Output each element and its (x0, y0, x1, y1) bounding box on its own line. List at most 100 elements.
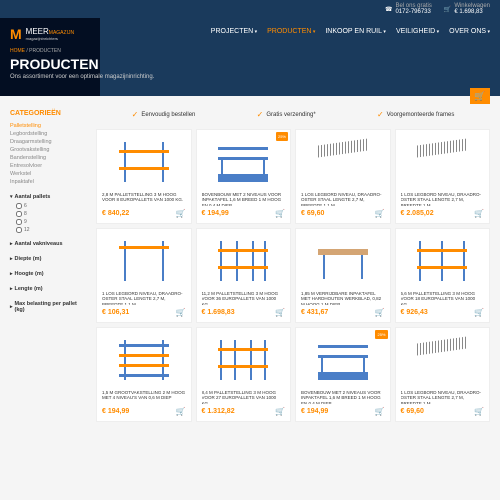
product-card[interactable]: 1 LOS LEGBORD NIVEAU, DRAADRO-OSTER STAA… (395, 129, 491, 224)
filter-toggle[interactable]: Diepte (m) (10, 254, 88, 264)
phone-block[interactable]: ☎ Bel ons gratis 0172-796733 (385, 3, 432, 15)
filter-toggle[interactable]: Aantal vakniveaus (10, 239, 88, 249)
add-to-cart-icon[interactable]: 🛒 (375, 407, 385, 416)
product-image (202, 135, 286, 189)
add-to-cart-icon[interactable]: 🛒 (275, 407, 285, 416)
nav-item[interactable]: PRODUCTEN (267, 28, 315, 35)
nav-item[interactable]: INKOOP EN RUIL (325, 28, 386, 35)
add-to-cart-icon[interactable]: 🛒 (474, 407, 484, 416)
add-to-cart-icon[interactable]: 🛒 (375, 308, 385, 317)
cart-block[interactable]: 🛒 Winkelwagen € 1.698,83 (444, 3, 490, 15)
cart-total: € 1.698,83 (454, 9, 490, 15)
filter-toggle[interactable]: Lengte (m) (10, 284, 88, 294)
product-image (102, 234, 186, 288)
add-to-cart-icon[interactable]: 🛒 (375, 209, 385, 218)
add-to-cart-icon[interactable]: 🛒 (176, 308, 186, 317)
check-icon: ✓ (132, 110, 139, 119)
product-card[interactable]: 25%BOVENBOUW MET 2 NIVEAUS VOOR INPAKTAF… (295, 327, 391, 422)
category-item[interactable]: Legbordstelling (10, 130, 88, 138)
product-card[interactable]: 1 LOS LEGBORD NIVEAU, DRAADRO-OSTER STAA… (395, 327, 491, 422)
content: ✓Eenvoudig bestellen✓Gratis verzending*✓… (96, 110, 490, 422)
product-image (202, 333, 286, 387)
product-card[interactable]: 11,2 M PALLETSTELLING 3 M HOOG VOOR 36 E… (196, 228, 292, 323)
product-card[interactable]: 8,4 M PALLETSTELLING 3 M HOOG VOOR 27 EU… (196, 327, 292, 422)
product-price: € 69,60 (401, 408, 424, 415)
product-card[interactable]: 5,6 M PALLETSTELLING 3 M HOOG VOOR 18 EU… (395, 228, 491, 323)
filter-option[interactable]: 6 (16, 202, 88, 210)
product-image (301, 234, 385, 288)
logo[interactable]: M MEERMAGAZIJN magazijninrichters (10, 26, 74, 42)
category-item[interactable]: Inpaktafel (10, 178, 88, 186)
filter-toggle[interactable]: Hoogte (m) (10, 269, 88, 279)
product-title: BOVENBOUW MET 2 NIVEAUS VOOR INPAKTAFEL … (202, 192, 286, 206)
filter-toggle[interactable]: Aantal pallets (10, 192, 88, 202)
product-price: € 1.698,83 (202, 309, 235, 316)
category-item[interactable]: Palletstelling (10, 122, 88, 130)
product-card[interactable]: 1,85 M VERRIJDBARE INPAKTAFEL MET HARDHO… (295, 228, 391, 323)
filters: Aantal pallets68912 Aantal vakniveaus Diep… (10, 192, 88, 315)
product-price: € 1.312,82 (202, 408, 235, 415)
product-title: 11,2 M PALLETSTELLING 3 M HOOG VOOR 36 E… (202, 291, 286, 305)
product-price: € 106,31 (102, 309, 129, 316)
product-title: 1 LOS LEGBORD NIVEAU, DRAADRO-OSTER STAA… (102, 291, 186, 305)
header: M MEERMAGAZIJN magazijninrichters PROJEC… (0, 18, 500, 96)
nav-item[interactable]: VEILIGHEID (396, 28, 439, 35)
breadcrumb-current: PRODUCTEN (29, 48, 61, 54)
cart-icon: 🛒 (474, 91, 485, 102)
add-to-cart-icon[interactable]: 🛒 (275, 308, 285, 317)
product-card[interactable]: 1 LOS LEGBORD NIVEAU, DRAADRO-OSTER STAA… (96, 228, 192, 323)
breadcrumb: HOME / PRODUCTEN (10, 48, 490, 54)
product-card[interactable]: 1,5 M GROOTVAKSTELLING 2 M HOOG MET 4 NI… (96, 327, 192, 422)
product-title: 8,4 M PALLETSTELLING 3 M HOOG VOOR 27 EU… (202, 390, 286, 404)
product-image (401, 333, 485, 387)
check-icon: ✓ (377, 110, 384, 119)
topbar: ☎ Bel ons gratis 0172-796733 🛒 Winkelwag… (0, 0, 500, 18)
category-item[interactable]: Bandenstelling (10, 154, 88, 162)
add-to-cart-icon[interactable]: 🛒 (474, 308, 484, 317)
product-title: 1 LOS LEGBORD NIVEAU, DRAADRO-OSTER STAA… (401, 192, 485, 206)
cart-icon: 🛒 (444, 6, 451, 13)
product-title: 1,85 M VERRIJDBARE INPAKTAFEL MET HARDHO… (301, 291, 385, 305)
logo-icon: M (10, 26, 22, 42)
page-subtitle: Ons assortiment voor een optimale magazi… (10, 74, 490, 80)
add-to-cart-icon[interactable]: 🛒 (474, 209, 484, 218)
nav-item[interactable]: OVER ONS (449, 28, 490, 35)
filter-option[interactable]: 8 (16, 210, 88, 218)
categories-title: CATEGORIEËN (10, 110, 88, 117)
page-title: PRODUCTEN (10, 56, 490, 72)
sidebar: CATEGORIEËN PalletstellingLegbordstellin… (10, 110, 88, 422)
filter-toggle[interactable]: Max belasting per pallet (kg) (10, 299, 88, 315)
benefits-bar: ✓Eenvoudig bestellen✓Gratis verzending*✓… (96, 110, 490, 119)
product-card[interactable]: 2,8 M PALLETSTELLING 3 M HOOG VOOR 8 EUR… (96, 129, 192, 224)
breadcrumb-home[interactable]: HOME (10, 48, 25, 54)
product-title: BOVENBOUW MET 2 NIVEAUS VOOR INPAKTAFEL … (301, 390, 385, 404)
product-grid: 2,8 M PALLETSTELLING 3 M HOOG VOOR 8 EUR… (96, 129, 490, 422)
phone-icon: ☎ (385, 6, 392, 13)
product-price: € 69,60 (301, 210, 324, 217)
nav-item[interactable]: PROJECTEN (211, 28, 257, 35)
benefit-item: ✓Voorgemonteerde frames (377, 110, 454, 119)
category-item[interactable]: Werkstel (10, 170, 88, 178)
product-price: € 2.085,02 (401, 210, 434, 217)
category-item[interactable]: Entresolvloer (10, 162, 88, 170)
cart-button[interactable]: 🛒 (470, 88, 490, 104)
product-title: 1 LOS LEGBORD NIVEAU, DRAADRO-OSTER STAA… (401, 390, 485, 404)
add-to-cart-icon[interactable]: 🛒 (275, 209, 285, 218)
product-image (401, 135, 485, 189)
add-to-cart-icon[interactable]: 🛒 (176, 209, 186, 218)
phone-number: 0172-796733 (395, 9, 431, 15)
product-card[interactable]: 25%BOVENBOUW MET 2 NIVEAUS VOOR INPAKTAF… (196, 129, 292, 224)
benefit-item: ✓Eenvoudig bestellen (132, 110, 196, 119)
product-price: € 194,99 (102, 408, 129, 415)
product-price: € 840,22 (102, 210, 129, 217)
product-price: € 194,99 (301, 408, 328, 415)
filter-option[interactable]: 12 (16, 226, 88, 234)
add-to-cart-icon[interactable]: 🛒 (176, 407, 186, 416)
category-item[interactable]: Grootvakstelling (10, 146, 88, 154)
product-card[interactable]: 1 LOS LEGBORD NIVEAU, DRAADRO-OSTER STAA… (295, 129, 391, 224)
category-item[interactable]: Draagarmstelling (10, 138, 88, 146)
product-image (401, 234, 485, 288)
filter-option[interactable]: 9 (16, 218, 88, 226)
check-icon: ✓ (257, 110, 264, 119)
product-image (301, 333, 385, 387)
